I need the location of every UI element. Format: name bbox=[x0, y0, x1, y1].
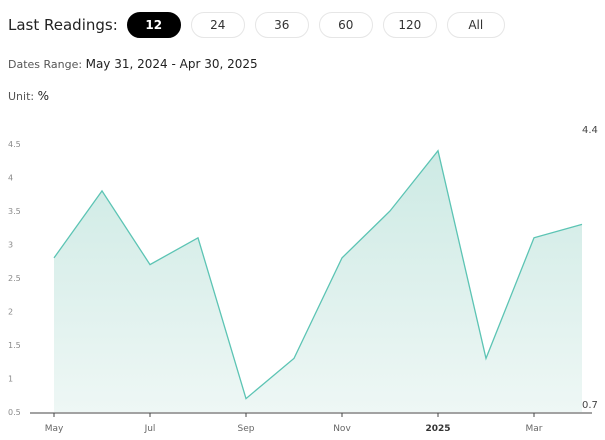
unit-label: Unit: bbox=[8, 90, 35, 103]
range-option-36[interactable]: 36 bbox=[254, 12, 309, 38]
y-tick-label: 4 bbox=[8, 174, 13, 183]
x-tick-label: Jul bbox=[144, 424, 156, 434]
data-point-10[interactable] bbox=[532, 236, 536, 240]
data-point-9[interactable] bbox=[484, 356, 488, 360]
data-point-1[interactable] bbox=[100, 189, 104, 193]
dates-range-value: May 31, 2024 - Apr 30, 2025 bbox=[85, 57, 258, 71]
series-line bbox=[53, 149, 583, 400]
data-point-4[interactable] bbox=[244, 397, 248, 401]
x-tick-label: Nov bbox=[333, 424, 351, 434]
y-tick-label: 1 bbox=[8, 375, 13, 384]
y-tick-label: 3 bbox=[8, 241, 13, 250]
dates-range-label: Dates Range: bbox=[8, 58, 83, 71]
range-option-120[interactable]: 120 bbox=[382, 12, 437, 38]
data-point-2[interactable] bbox=[148, 263, 152, 267]
y-tick-label: 4.5 bbox=[8, 140, 21, 149]
y-tick-label: 0.5 bbox=[8, 408, 21, 417]
y-tick-label: 2 bbox=[8, 308, 13, 317]
data-point-5[interactable] bbox=[292, 356, 296, 360]
x-tick-label: Mar bbox=[526, 424, 543, 434]
data-point-8[interactable] bbox=[436, 149, 440, 153]
x-tick-label: 2025 bbox=[425, 424, 450, 434]
data-point-6[interactable] bbox=[340, 256, 344, 260]
x-tick-label: May bbox=[45, 424, 64, 434]
range-option-24[interactable]: 24 bbox=[190, 12, 245, 38]
data-point-3[interactable] bbox=[196, 236, 200, 240]
range-option-60[interactable]: 60 bbox=[318, 12, 373, 38]
area-fill bbox=[54, 150, 582, 412]
range-option-all[interactable]: All bbox=[446, 12, 505, 38]
readings-bar: Last Readings: 12 24 36 60 120 All bbox=[8, 12, 515, 38]
data-point-0[interactable] bbox=[52, 256, 56, 260]
unit-info: Unit: % bbox=[8, 89, 49, 103]
range-option-12[interactable]: 12 bbox=[126, 12, 181, 38]
y-tick-label: 1.5 bbox=[8, 341, 21, 350]
x-tick-label: Sep bbox=[238, 424, 255, 434]
unit-value: % bbox=[37, 89, 50, 103]
dates-range: Dates Range: May 31, 2024 - Apr 30, 2025 bbox=[8, 57, 258, 71]
y-tick-label: 2.5 bbox=[8, 274, 21, 283]
last-readings-label: Last Readings: bbox=[8, 16, 118, 34]
y-tick-label: 3.5 bbox=[8, 207, 21, 216]
data-point-7[interactable] bbox=[388, 209, 392, 213]
data-point-11[interactable] bbox=[580, 222, 584, 226]
max-value-label: 4.4 bbox=[582, 125, 598, 136]
min-value-label: 0.7 bbox=[582, 400, 598, 411]
